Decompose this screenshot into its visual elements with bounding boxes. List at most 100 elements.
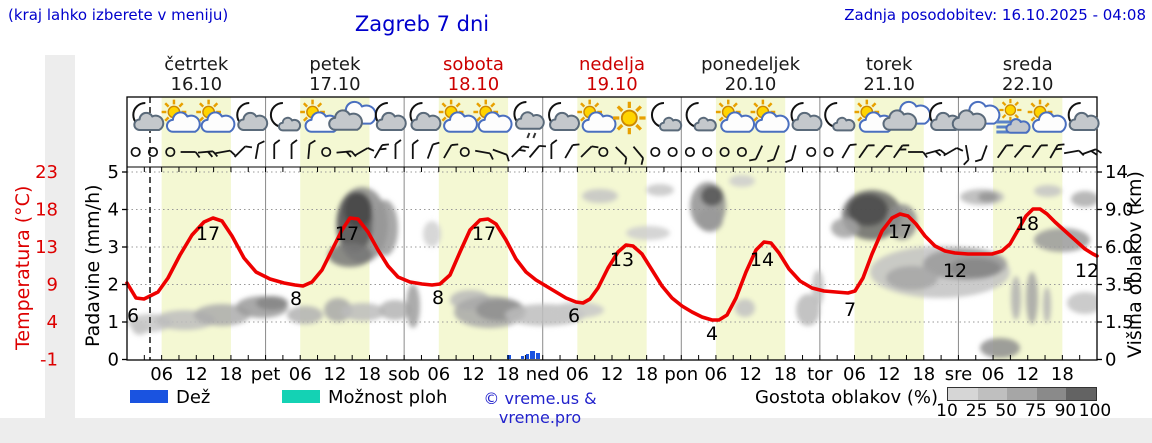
wind-calm-icon bbox=[165, 146, 176, 158]
hour-label: 12 bbox=[462, 364, 485, 385]
wind-calm-icon bbox=[130, 146, 141, 158]
weather-icon-moon-cloud-rain bbox=[513, 101, 545, 139]
day-date: 22.10 bbox=[1001, 74, 1054, 95]
cloud-blob bbox=[1011, 276, 1021, 320]
wind-calm-icon bbox=[719, 146, 730, 158]
wind-barb-icon bbox=[615, 146, 628, 165]
wind-barb-icon bbox=[197, 150, 219, 158]
day-abbrev-label: sre bbox=[945, 364, 972, 385]
wind-barb-icon bbox=[234, 145, 253, 158]
weather-icon-moon-cloud bbox=[409, 102, 442, 132]
day-header-četrtek: četrtek 16.10 bbox=[127, 55, 266, 95]
day-date: 17.10 bbox=[309, 74, 361, 95]
weather-icon-clouds bbox=[951, 100, 1001, 131]
day-date: 20.10 bbox=[724, 74, 777, 95]
wind-barb-icon bbox=[411, 139, 419, 159]
cloud-blob bbox=[379, 300, 411, 320]
wind-barb-icon bbox=[908, 151, 928, 159]
day-header-sobota: sobota 18.10 bbox=[404, 55, 543, 95]
cloud-blob bbox=[886, 266, 938, 290]
wind-calm-icon bbox=[823, 146, 834, 158]
hour-label: 06 bbox=[704, 364, 727, 385]
cloud-blob bbox=[729, 175, 755, 187]
hour-label: 06 bbox=[427, 364, 450, 385]
day-date: 18.10 bbox=[447, 74, 500, 95]
cloud-blob bbox=[978, 192, 998, 202]
density-segment bbox=[948, 388, 978, 400]
temperature-value-label: 12 bbox=[943, 260, 967, 282]
hour-label: 06 bbox=[982, 364, 1005, 385]
day-abbrev-label: pon bbox=[664, 364, 698, 385]
cloud-blob bbox=[735, 299, 755, 317]
weather-icon-moon-cloud-sm bbox=[685, 102, 717, 132]
cloud-blob bbox=[1071, 191, 1097, 207]
cloud-blob bbox=[1034, 228, 1090, 252]
temperature-value-label: 17 bbox=[888, 221, 912, 243]
cloud-blob bbox=[328, 243, 372, 267]
cloud-tick-label: 6.0 bbox=[1105, 237, 1134, 258]
wind-barb-icon bbox=[290, 139, 298, 159]
wind-barb-icon bbox=[443, 143, 459, 159]
cloud-tick-label: 0 bbox=[1105, 350, 1116, 371]
wind-calm-icon bbox=[598, 146, 609, 158]
cloud-blob bbox=[701, 186, 723, 206]
wind-barb-icon bbox=[511, 145, 530, 158]
cloud-blob bbox=[848, 194, 888, 226]
weather-icon-moon-cloud-sm bbox=[269, 102, 302, 132]
weather-icon-moon-cloud-sm bbox=[650, 102, 683, 132]
density-tick-label: 90 bbox=[1054, 401, 1077, 421]
daytime-band bbox=[715, 97, 786, 360]
day-abbrev-label: sob bbox=[388, 364, 420, 385]
rain-bar bbox=[530, 351, 535, 359]
wind-barb-icon bbox=[394, 139, 402, 159]
cloud-blob bbox=[1034, 185, 1062, 197]
hour-label: 12 bbox=[185, 364, 208, 385]
wind-calm-icon bbox=[650, 146, 661, 158]
wind-barb-icon bbox=[580, 145, 599, 158]
cloud-blob bbox=[582, 189, 618, 203]
density-tick-label: 10 bbox=[936, 401, 958, 421]
hour-label: 06 bbox=[566, 364, 589, 385]
wind-barb-icon bbox=[273, 139, 281, 159]
last-update-text: Zadnja posodobitev: 16.10.2025 - 04:08 bbox=[844, 6, 1146, 24]
weather-icon-moon-cloud bbox=[236, 102, 269, 132]
cloud-blob bbox=[796, 294, 820, 326]
wind-barb-icon bbox=[354, 147, 375, 157]
wind-barb-icon bbox=[550, 139, 558, 159]
density-tick-label: 50 bbox=[995, 401, 1018, 421]
precip-tick-label: 0 bbox=[108, 350, 119, 371]
wind-barb-icon bbox=[632, 146, 644, 165]
temperature-value-label: 12 bbox=[1075, 260, 1099, 282]
weather-icon-moon-cloud bbox=[790, 102, 823, 132]
hour-label: 18 bbox=[358, 364, 381, 385]
temperature-value-label: 4 bbox=[706, 323, 718, 345]
temperature-value-label: 6 bbox=[127, 305, 139, 327]
day-name: četrtek bbox=[164, 54, 229, 75]
hour-label: 18 bbox=[774, 364, 797, 385]
left-margin-strip bbox=[45, 55, 75, 418]
cloud-tick-label: 1.5 bbox=[1105, 312, 1134, 333]
temperature-value-label: 8 bbox=[290, 288, 302, 310]
wind-barb-icon bbox=[841, 143, 857, 159]
cloud-blob bbox=[194, 304, 250, 326]
wind-barb-icon bbox=[215, 149, 236, 156]
weather-icon-sun-fog bbox=[996, 98, 1031, 134]
page-title: Zagreb 7 dni bbox=[354, 12, 490, 36]
cloud-blob bbox=[423, 221, 441, 247]
showers-legend-swatch bbox=[282, 390, 320, 403]
cloud-blob bbox=[1067, 292, 1097, 314]
wind-barb-icon bbox=[564, 143, 580, 159]
day-name: torek bbox=[865, 54, 913, 75]
wind-barb-icon bbox=[254, 140, 265, 160]
cloud-blob bbox=[1043, 287, 1051, 323]
cloud-blob bbox=[1026, 272, 1038, 324]
bottom-margin-strip bbox=[0, 418, 1152, 443]
weather-icon-sun-cloud bbox=[438, 99, 478, 133]
density-segment bbox=[1036, 388, 1067, 400]
weather-icon-moon-cloud bbox=[374, 102, 407, 132]
temperature-value-label: 17 bbox=[196, 223, 220, 245]
copyright-link[interactable]: © vreme.us & vreme.pro bbox=[483, 389, 597, 427]
cloud-blob bbox=[949, 258, 1001, 278]
weather-icon-sun-cloud bbox=[577, 99, 617, 133]
